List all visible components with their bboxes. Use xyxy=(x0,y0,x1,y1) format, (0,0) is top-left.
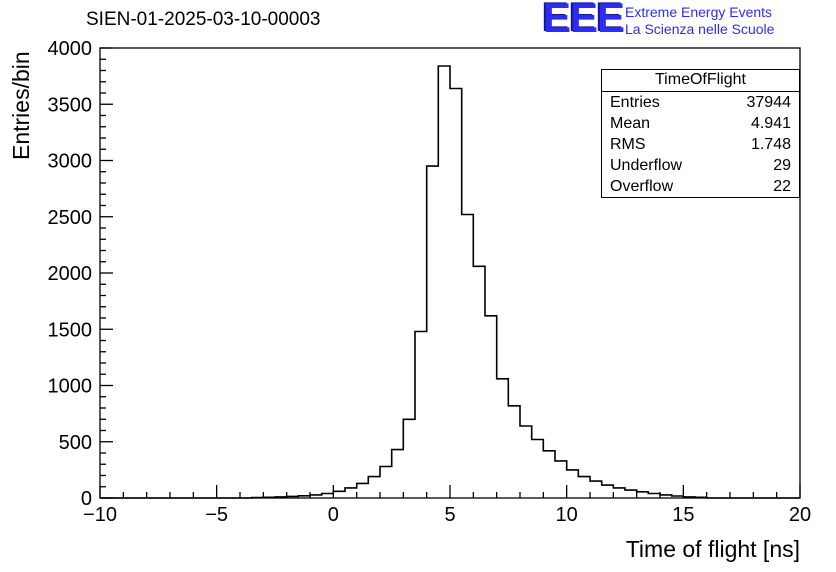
stats-label: Entries xyxy=(610,94,660,111)
svg-text:0: 0 xyxy=(81,488,92,510)
stats-label: RMS xyxy=(610,136,646,153)
eee-logo-line1: Extreme Energy Events xyxy=(625,4,773,20)
svg-text:0: 0 xyxy=(328,504,339,526)
svg-text:20: 20 xyxy=(789,504,811,526)
stats-box-title: TimeOfFlight xyxy=(602,70,799,92)
stats-row-underflow: Underflow 29 xyxy=(602,155,799,176)
svg-text:3000: 3000 xyxy=(48,151,93,173)
stats-row-overflow: Overflow 22 xyxy=(602,176,799,197)
svg-text:3500: 3500 xyxy=(48,94,93,116)
svg-text:2000: 2000 xyxy=(48,263,93,285)
stats-row-rms: RMS 1.748 xyxy=(602,134,799,155)
stats-row-entries: Entries 37944 xyxy=(602,92,799,113)
y-axis-title: Entries/bin xyxy=(8,51,34,160)
stats-label: Underflow xyxy=(610,157,683,174)
stats-label: Mean xyxy=(610,115,651,132)
stats-label: Overflow xyxy=(610,178,674,195)
svg-text:10: 10 xyxy=(556,504,578,526)
svg-text:15: 15 xyxy=(672,504,694,526)
svg-text:1000: 1000 xyxy=(48,376,93,398)
stats-value: 29 xyxy=(773,157,791,174)
stats-value: 4.941 xyxy=(750,115,791,132)
eee-logo: EEE Extreme Energy Events La Scienza nel… xyxy=(541,0,831,44)
stats-value: 22 xyxy=(773,178,791,195)
svg-text:5: 5 xyxy=(444,504,455,526)
svg-text:1500: 1500 xyxy=(48,319,93,341)
eee-logo-line2: La Scienza nelle Scuole xyxy=(625,21,775,37)
stats-value: 37944 xyxy=(746,94,792,111)
svg-text:2500: 2500 xyxy=(48,207,93,229)
stats-box: TimeOfFlight Entries 37944 Mean 4.941 RM… xyxy=(601,69,800,198)
page-title: SIEN-01-2025-03-10-00003 xyxy=(86,9,321,30)
svg-text:4000: 4000 xyxy=(48,38,93,60)
stats-value: 1.748 xyxy=(750,136,791,153)
svg-text:500: 500 xyxy=(59,432,92,454)
x-axis-title: Time of flight [ns] xyxy=(625,536,800,562)
stats-row-mean: Mean 4.941 xyxy=(602,113,799,134)
eee-logo-letters: EEE xyxy=(543,0,625,41)
svg-text:−5: −5 xyxy=(205,504,228,526)
svg-text:−10: −10 xyxy=(83,504,117,526)
